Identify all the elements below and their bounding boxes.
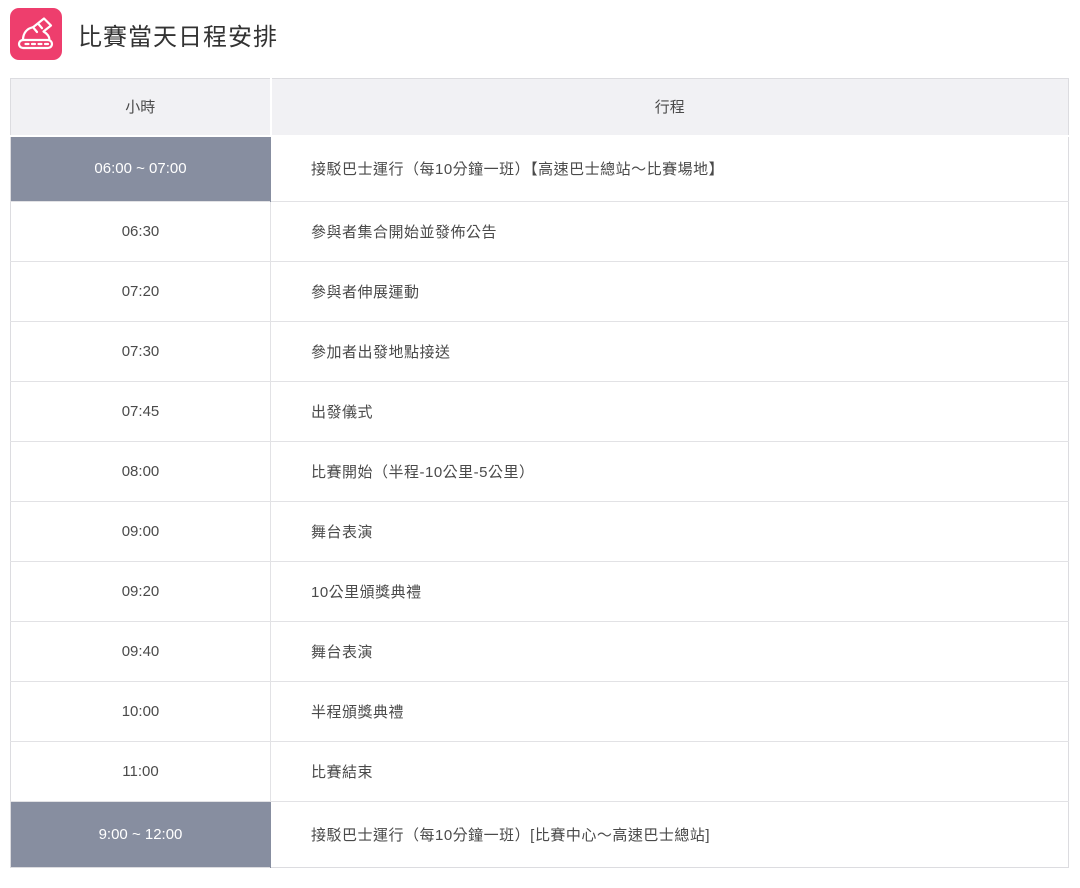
column-header-hour: 小時 xyxy=(10,78,272,137)
time-cell: 9:00 ~ 12:00 xyxy=(10,801,271,868)
table-row: 10:00 半程頒獎典禮 xyxy=(10,681,1069,742)
time-cell: 11:00 xyxy=(10,741,271,802)
time-cell: 09:40 xyxy=(10,621,271,682)
table-row: 09:00 舞台表演 xyxy=(10,501,1069,562)
running-shoe-icon xyxy=(10,8,62,60)
time-cell: 09:00 xyxy=(10,501,271,562)
event-cell: 比賽開始（半程-10公里-5公里） xyxy=(270,441,1069,502)
column-header-itinerary: 行程 xyxy=(270,78,1069,137)
table-row: 07:30 參加者出發地點接送 xyxy=(10,321,1069,382)
schedule-table: 小時 行程 06:00 ~ 07:00 接駁巴士運行（每10分鐘一班）【高速巴士總… xyxy=(10,78,1069,868)
table-row: 09:20 10公里頒獎典禮 xyxy=(10,561,1069,622)
event-cell: 參加者出發地點接送 xyxy=(270,321,1069,382)
page-header: 比賽當天日程安排 xyxy=(10,8,1069,60)
schedule-table-body: 06:00 ~ 07:00 接駁巴士運行（每10分鐘一班）【高速巴士總站～比賽場地… xyxy=(10,135,1069,868)
table-row: 07:45 出發儀式 xyxy=(10,381,1069,442)
event-cell: 舞台表演 xyxy=(270,621,1069,682)
event-cell: 參與者伸展運動 xyxy=(270,261,1069,322)
time-cell: 07:45 xyxy=(10,381,271,442)
table-row: 09:40 舞台表演 xyxy=(10,621,1069,682)
event-cell: 舞台表演 xyxy=(270,501,1069,562)
time-cell: 09:20 xyxy=(10,561,271,622)
time-cell: 07:20 xyxy=(10,261,271,322)
event-cell: 出發儀式 xyxy=(270,381,1069,442)
time-cell: 08:00 xyxy=(10,441,271,502)
time-cell: 06:30 xyxy=(10,201,271,262)
table-row: 06:30 參與者集合開始並發佈公告 xyxy=(10,201,1069,262)
event-cell: 比賽結束 xyxy=(270,741,1069,802)
table-header-row: 小時 行程 xyxy=(10,78,1069,137)
table-row: 07:20 參與者伸展運動 xyxy=(10,261,1069,322)
event-cell: 參與者集合開始並發佈公告 xyxy=(270,201,1069,262)
table-row: 9:00 ~ 12:00 接駁巴士運行（每10分鐘一班）[比賽中心～高速巴士總站] xyxy=(10,801,1069,868)
time-cell: 10:00 xyxy=(10,681,271,742)
event-cell: 接駁巴士運行（每10分鐘一班）[比賽中心～高速巴士總站] xyxy=(270,801,1069,868)
event-cell: 接駁巴士運行（每10分鐘一班）【高速巴士總站～比賽場地】 xyxy=(270,135,1069,202)
table-row: 11:00 比賽結束 xyxy=(10,741,1069,802)
time-cell: 07:30 xyxy=(10,321,271,382)
table-row: 08:00 比賽開始（半程-10公里-5公里） xyxy=(10,441,1069,502)
page-title: 比賽當天日程安排 xyxy=(78,23,278,51)
table-row: 06:00 ~ 07:00 接駁巴士運行（每10分鐘一班）【高速巴士總站～比賽場地… xyxy=(10,135,1069,202)
event-cell: 半程頒獎典禮 xyxy=(270,681,1069,742)
event-cell: 10公里頒獎典禮 xyxy=(270,561,1069,622)
time-cell: 06:00 ~ 07:00 xyxy=(10,135,271,202)
